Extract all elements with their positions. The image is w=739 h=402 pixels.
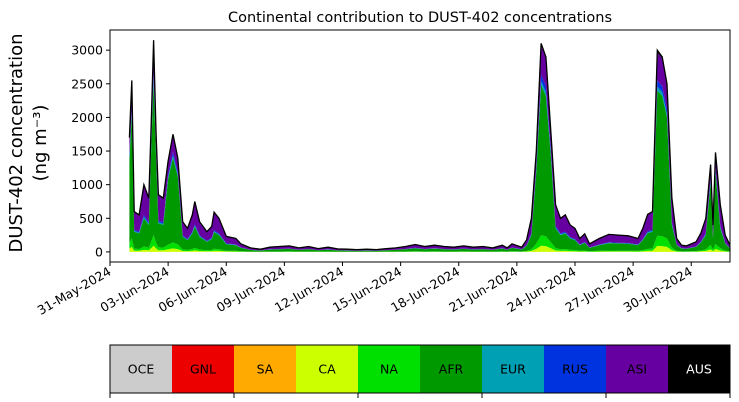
y-axis: 0 500 1000 1500 2000 2500 3000: [71, 43, 110, 259]
area-asi: [129, 42, 730, 251]
y-axis-label-line2: (ng m⁻³): [30, 105, 51, 182]
legend: OCE GNL SA CA NA AFR EUR RUS ASI AUS: [109, 344, 731, 398]
legend-swatch-eur: [482, 345, 545, 393]
area-na: [129, 235, 730, 252]
legend-label-rus: RUS: [562, 362, 588, 377]
legend-swatch-sa: [234, 345, 297, 393]
legend-label-sa: SA: [257, 362, 274, 377]
y-tick-label: 0: [95, 244, 103, 259]
legend-swatch-gnl: [172, 345, 235, 393]
area-ca: [129, 245, 730, 252]
area-afr: [129, 82, 730, 252]
legend-swatch-afr: [420, 345, 483, 393]
legend-label-asi: ASI: [627, 362, 647, 377]
total-outline: [128, 40, 730, 251]
y-tick-label: 2500: [71, 76, 103, 91]
legend-swatch-aus: [668, 345, 731, 393]
y-axis-label-line1: DUST-402 concentration: [6, 33, 27, 252]
y-tick-label: 3000: [71, 43, 103, 58]
y-tick-label: 1000: [71, 177, 103, 192]
y-axis-label: DUST-402 concentration (ng m⁻³): [6, 33, 51, 252]
y-tick-label: 1500: [71, 144, 103, 159]
legend-swatch-asi: [606, 345, 669, 393]
legend-label-afr: AFR: [439, 362, 464, 377]
area-aus: [129, 40, 730, 250]
legend-label-oce: OCE: [128, 362, 155, 377]
legend-swatch-na: [358, 345, 421, 393]
legend-label-gnl: GNL: [190, 362, 216, 377]
legend-swatch-ca: [296, 345, 359, 393]
chart-title: Continental contribution to DUST-402 con…: [228, 10, 612, 26]
legend-swatch-oce: [110, 345, 173, 393]
x-axis: 31-May-202403-Jun-202406-Jun-202409-Jun-…: [35, 262, 695, 318]
legend-swatch-rus: [544, 345, 607, 393]
y-tick-label: 500: [79, 211, 103, 226]
stacked-areas: [128, 40, 730, 252]
legend-frame: [109, 344, 731, 394]
legend-label-ca: CA: [318, 362, 336, 377]
plot-frame: [109, 29, 731, 263]
legend-label-eur: EUR: [500, 362, 526, 377]
legend-label-na: NA: [380, 362, 398, 377]
legend-label-aus: AUS: [686, 362, 712, 377]
y-tick-label: 2000: [71, 110, 103, 125]
